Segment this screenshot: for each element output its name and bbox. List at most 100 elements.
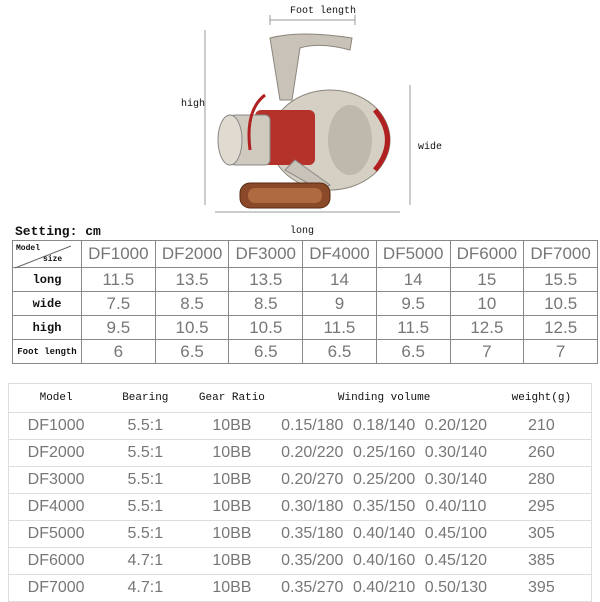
header-winding-volume: Winding volume	[276, 383, 492, 413]
winding-volume-cell: 0.30/180	[276, 493, 349, 521]
model-header: DF3000	[228, 240, 304, 268]
size-value: 14	[302, 267, 377, 292]
fishing-reel-image	[204, 15, 411, 213]
size-value: 15	[449, 267, 525, 292]
bearing-cell: 5.5:1	[103, 493, 188, 521]
model-cell: DF6000	[8, 547, 104, 575]
model-cell: DF3000	[8, 466, 104, 494]
size-value: 13.5	[228, 267, 304, 292]
model-cell: DF7000	[8, 574, 104, 602]
table-row: DF7000 4.7:1 10BB 0.35/270 0.40/210 0.50/130 3…	[8, 574, 592, 602]
header-gear-ratio: Gear Ratio	[187, 383, 277, 413]
winding-volume-cell: 0.25/200	[348, 466, 420, 494]
table-row: high 9.5 10.5 10.5 11.5 11.5 12.5 12.5	[12, 315, 598, 340]
size-value: 10	[449, 291, 525, 316]
row-label: long	[12, 267, 82, 292]
bearing-cell: 5.5:1	[103, 466, 188, 494]
model-cell: DF5000	[8, 520, 104, 548]
size-value: 8.5	[228, 291, 304, 316]
weight-cell: 395	[491, 574, 592, 602]
weight-cell: 280	[491, 466, 592, 494]
corner-cell: Model size	[12, 240, 82, 268]
size-table-header: Model size DF1000 DF2000 DF3000 DF4000 DF…	[12, 240, 598, 268]
size-value: 9.5	[375, 291, 451, 316]
size-value: 11.5	[375, 315, 451, 340]
size-value: 12.5	[449, 315, 525, 340]
gear-ratio-cell: 10BB	[187, 493, 277, 521]
size-table: Model size DF1000 DF2000 DF3000 DF4000 DF…	[12, 240, 598, 364]
model-header: DF7000	[523, 240, 598, 268]
model-cell: DF4000	[8, 493, 104, 521]
table-row: Foot length 6 6.5 6.5 6.5 6.5 7 7	[12, 339, 598, 364]
size-value: 15.5	[523, 267, 598, 292]
size-value: 10.5	[154, 315, 230, 340]
size-value: 7	[449, 339, 525, 364]
winding-volume-cell: 0.15/180	[276, 412, 349, 440]
winding-volume-cell: 0.30/140	[419, 466, 492, 494]
table-row: DF4000 5.5:1 10BB 0.30/180 0.35/150 0.40/110 2…	[8, 493, 592, 521]
size-value: 8.5	[154, 291, 230, 316]
header-model: Model	[8, 383, 104, 413]
bearing-cell: 5.5:1	[103, 412, 188, 440]
size-value: 13.5	[154, 267, 230, 292]
winding-volume-cell: 0.35/180	[276, 520, 349, 548]
weight-cell: 305	[491, 520, 592, 548]
diagonal-line	[14, 245, 72, 268]
winding-volume-cell: 0.40/160	[348, 547, 420, 575]
spec-table: Model Bearing Gear Ratio Winding volume …	[8, 383, 592, 602]
size-value: 6.5	[154, 339, 230, 364]
winding-volume-cell: 0.45/100	[419, 520, 492, 548]
weight-cell: 385	[491, 547, 592, 575]
bearing-cell: 4.7:1	[103, 574, 188, 602]
winding-volume-cell: 0.35/150	[348, 493, 420, 521]
model-cell: DF2000	[8, 439, 104, 467]
winding-volume-cell: 0.30/140	[419, 439, 492, 467]
weight-cell: 260	[491, 439, 592, 467]
wide-label: wide	[418, 142, 443, 153]
model-header: DF4000	[302, 240, 377, 268]
size-value: 6.5	[302, 339, 377, 364]
table-row: long 11.5 13.5 13.5 14 14 15 15.5	[12, 267, 598, 292]
bearing-cell: 5.5:1	[103, 520, 188, 548]
size-value: 9.5	[81, 315, 156, 340]
size-value: 7	[523, 339, 598, 364]
bearing-cell: 5.5:1	[103, 439, 188, 467]
table-row: DF3000 5.5:1 10BB 0.20/270 0.25/200 0.30/140 2…	[8, 466, 592, 494]
header-bearing: Bearing	[103, 383, 188, 413]
winding-volume-cell: 0.18/140	[348, 412, 420, 440]
size-value: 6	[81, 339, 156, 364]
size-value: 6.5	[375, 339, 451, 364]
size-value: 10.5	[228, 315, 304, 340]
corner-size: size	[43, 254, 63, 264]
gear-ratio-cell: 10BB	[187, 439, 277, 467]
size-value: 11.5	[81, 267, 156, 292]
row-label: wide	[12, 291, 82, 316]
gear-ratio-cell: 10BB	[187, 547, 277, 575]
winding-volume-cell: 0.40/210	[348, 574, 420, 602]
weight-cell: 210	[491, 412, 592, 440]
size-value: 7.5	[81, 291, 156, 316]
row-label: high	[12, 315, 82, 340]
model-cell: DF1000	[8, 412, 104, 440]
model-header: DF6000	[449, 240, 525, 268]
winding-volume-cell: 0.20/120	[419, 412, 492, 440]
winding-volume-cell: 0.50/130	[419, 574, 492, 602]
gear-ratio-cell: 10BB	[187, 412, 277, 440]
corner-model: Model	[16, 243, 41, 253]
gear-ratio-cell: 10BB	[187, 574, 277, 602]
winding-volume-cell: 0.40/140	[348, 520, 420, 548]
table-row: DF1000 5.5:1 10BB 0.15/180 0.18/140 0.20/120 2…	[8, 412, 592, 440]
high-label: high	[181, 99, 206, 110]
header-weight: weight(g)	[491, 383, 592, 413]
weight-cell: 295	[491, 493, 592, 521]
winding-volume-cell: 0.45/120	[419, 547, 492, 575]
winding-volume-cell: 0.35/270	[276, 574, 349, 602]
bearing-cell: 4.7:1	[103, 547, 188, 575]
table-row: DF5000 5.5:1 10BB 0.35/180 0.40/140 0.45/100 3…	[8, 520, 592, 548]
winding-volume-cell: 0.40/110	[419, 493, 492, 521]
model-header: DF1000	[81, 240, 156, 268]
setting-unit-label: Setting: cm	[15, 224, 101, 239]
winding-volume-cell: 0.25/160	[348, 439, 420, 467]
winding-volume-cell: 0.35/200	[276, 547, 349, 575]
size-value: 9	[302, 291, 377, 316]
